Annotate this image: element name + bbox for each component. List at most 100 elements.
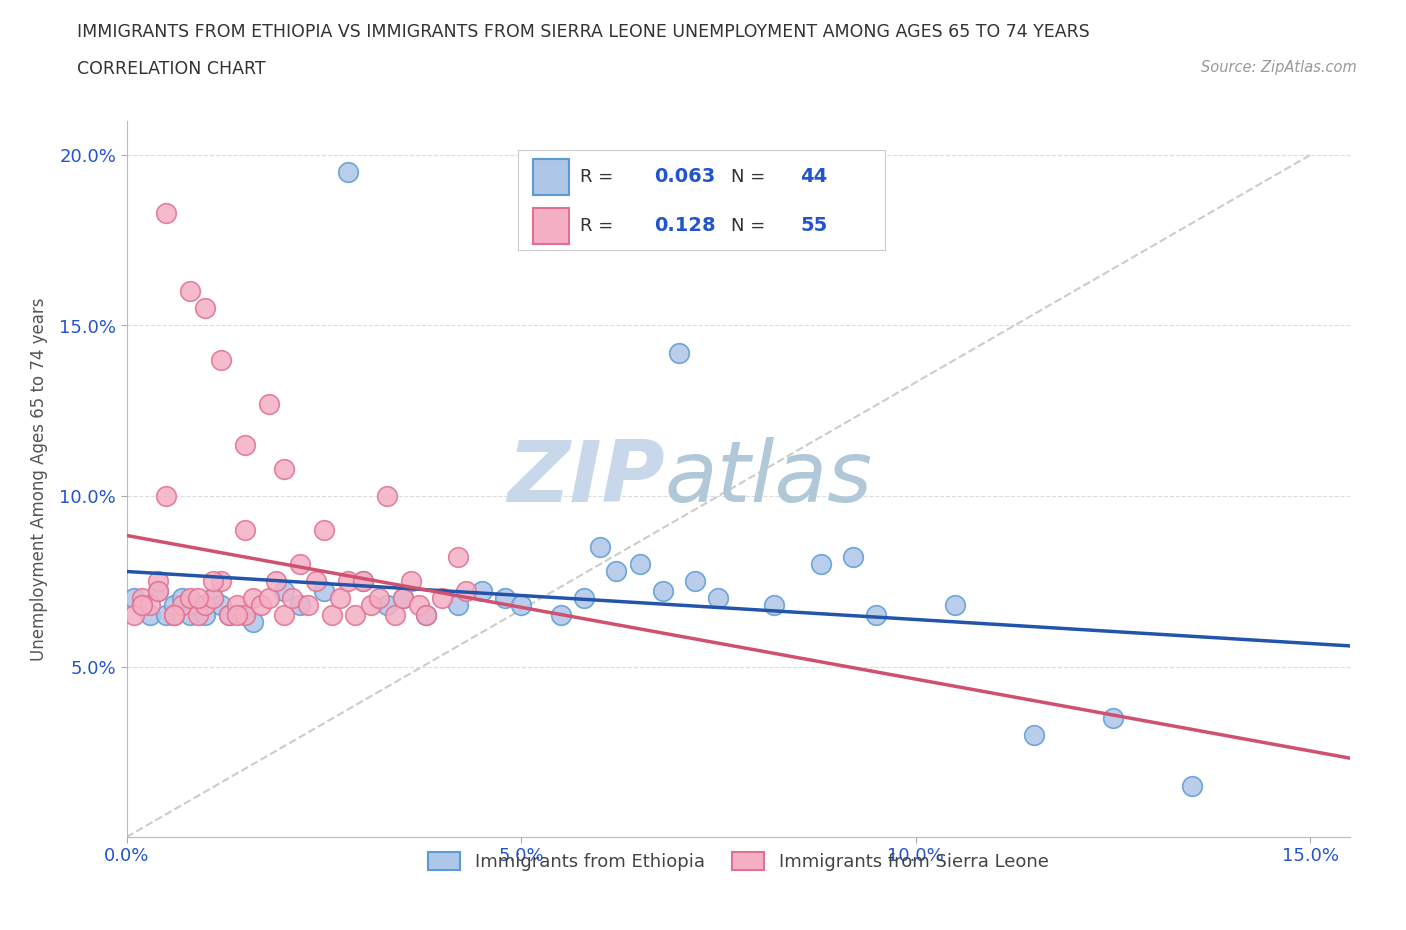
Point — [574, 591, 596, 605]
Point — [415, 608, 437, 623]
Point — [218, 608, 240, 623]
Y-axis label: Unemployment Among Ages 65 to 74 years: Unemployment Among Ages 65 to 74 years — [30, 298, 48, 660]
Point — [194, 301, 217, 316]
Point — [352, 574, 374, 589]
Point — [146, 584, 169, 599]
Point — [233, 437, 256, 452]
Legend: Immigrants from Ethiopia, Immigrants from Sierra Leone: Immigrants from Ethiopia, Immigrants fro… — [420, 844, 1056, 878]
Point — [226, 608, 249, 623]
Text: CORRELATION CHART: CORRELATION CHART — [77, 60, 266, 78]
Text: atlas: atlas — [665, 437, 873, 521]
Point — [209, 598, 232, 613]
Point — [209, 574, 232, 589]
Point — [384, 608, 406, 623]
Point — [652, 584, 675, 599]
Point — [391, 591, 413, 605]
Point — [146, 584, 169, 599]
Point — [841, 550, 863, 565]
Point — [494, 591, 516, 605]
Point — [218, 608, 240, 623]
Point — [471, 584, 494, 599]
Point — [447, 598, 470, 613]
Point — [312, 523, 335, 538]
Point — [288, 598, 311, 613]
Point — [321, 608, 343, 623]
Point — [170, 598, 193, 613]
Point — [273, 584, 295, 599]
Point — [179, 284, 201, 299]
Point — [336, 165, 359, 179]
Point — [273, 608, 295, 623]
Point — [810, 557, 832, 572]
Point — [163, 598, 186, 613]
Point — [360, 598, 382, 613]
Point — [187, 598, 209, 613]
Point — [155, 206, 177, 220]
Point — [155, 488, 177, 503]
Point — [605, 564, 627, 578]
Point — [305, 574, 328, 589]
Point — [329, 591, 352, 605]
Point — [249, 598, 271, 613]
Point — [209, 352, 232, 367]
Point — [1022, 727, 1045, 742]
Text: ZIP: ZIP — [508, 437, 665, 521]
Point — [628, 557, 651, 572]
Point — [762, 598, 785, 613]
Point — [187, 591, 209, 605]
Point — [432, 591, 454, 605]
Point — [146, 574, 169, 589]
Point — [454, 584, 477, 599]
Point — [194, 598, 217, 613]
Point — [179, 608, 201, 623]
Point — [415, 608, 437, 623]
Point — [297, 598, 319, 613]
Point — [163, 608, 186, 623]
Point — [510, 598, 533, 613]
Point — [707, 591, 730, 605]
Point — [281, 591, 304, 605]
Point — [242, 615, 264, 630]
Point — [391, 591, 413, 605]
Point — [257, 591, 280, 605]
Point — [550, 608, 572, 623]
Point — [233, 523, 256, 538]
Point — [233, 608, 256, 623]
Point — [139, 608, 162, 623]
Point — [1102, 711, 1125, 725]
Point — [943, 598, 966, 613]
Point — [865, 608, 887, 623]
Point — [187, 608, 209, 623]
Point — [589, 539, 612, 554]
Point — [368, 591, 391, 605]
Point — [273, 461, 295, 476]
Point — [336, 574, 359, 589]
Point — [202, 574, 225, 589]
Point — [202, 591, 225, 605]
Point — [226, 598, 249, 613]
Point — [124, 591, 146, 605]
Point — [266, 574, 288, 589]
Point — [375, 598, 398, 613]
Point — [233, 608, 256, 623]
Point — [202, 591, 225, 605]
Point — [170, 591, 193, 605]
Point — [668, 345, 690, 360]
Point — [163, 608, 186, 623]
Point — [179, 591, 201, 605]
Point — [155, 608, 177, 623]
Point — [131, 598, 153, 613]
Point — [1181, 778, 1204, 793]
Text: Source: ZipAtlas.com: Source: ZipAtlas.com — [1201, 60, 1357, 75]
Point — [375, 488, 398, 503]
Point — [312, 584, 335, 599]
Text: IMMIGRANTS FROM ETHIOPIA VS IMMIGRANTS FROM SIERRA LEONE UNEMPLOYMENT AMONG AGES: IMMIGRANTS FROM ETHIOPIA VS IMMIGRANTS F… — [77, 23, 1090, 41]
Point — [288, 557, 311, 572]
Point — [447, 550, 470, 565]
Point — [124, 608, 146, 623]
Point — [131, 598, 153, 613]
Point — [399, 574, 422, 589]
Point — [352, 574, 374, 589]
Point — [139, 598, 162, 613]
Point — [194, 608, 217, 623]
